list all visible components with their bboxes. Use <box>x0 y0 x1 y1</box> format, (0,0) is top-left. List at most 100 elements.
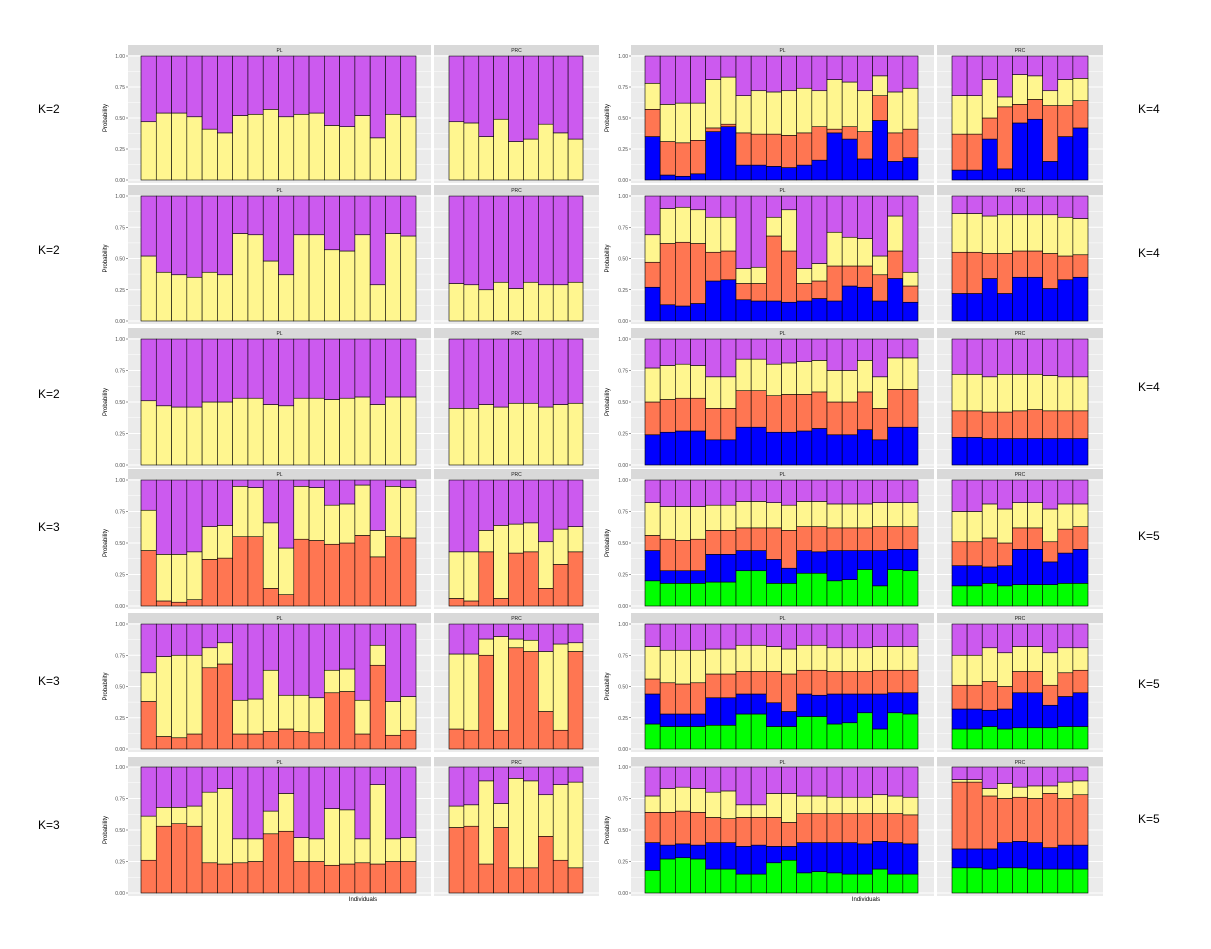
bar-segment-purple <box>217 623 233 644</box>
bar-segment-blue <box>750 550 767 572</box>
bar-segment-purple <box>493 623 509 637</box>
bar-segment-orange <box>826 128 843 134</box>
bar-segment-orange <box>262 588 279 607</box>
bar-segment-yellow <box>966 213 983 253</box>
bar-segment-green <box>690 726 706 750</box>
bar-segment-orange <box>781 673 797 712</box>
bar-segment-yellow <box>1012 214 1028 252</box>
bar-segment-purple <box>1072 55 1089 79</box>
bar-segment-blue <box>981 138 998 181</box>
bar-segment-purple <box>247 766 264 840</box>
bar-segment-yellow <box>826 231 843 267</box>
bar-segment-orange <box>247 733 264 750</box>
bar-segment-purple <box>308 195 325 236</box>
bar-segment-yellow <box>339 126 356 181</box>
bar-segment-green <box>902 713 919 750</box>
bar-segment-yellow <box>247 234 264 322</box>
bar-segment-orange <box>1072 100 1089 129</box>
bar-segment-green <box>1057 868 1074 894</box>
facet-strip-label: PL <box>276 760 282 766</box>
bar-individual-2 <box>463 766 480 894</box>
bar-segment-green <box>811 572 828 607</box>
bar-segment-yellow <box>841 236 858 267</box>
bar-individual-12 <box>308 338 325 466</box>
bar-segment-purple <box>448 338 465 409</box>
bar-segment-blue <box>811 551 828 574</box>
bar-segment-green <box>796 572 813 607</box>
bar-segment-green <box>872 868 888 894</box>
bar-segment-yellow <box>217 642 233 665</box>
bar-segment-purple <box>997 338 1013 375</box>
bar-segment-orange <box>324 692 340 750</box>
bar-segment-yellow <box>369 784 386 865</box>
y-tick-label: 0.25 <box>115 432 125 438</box>
bar-segment-green <box>981 868 998 894</box>
bar-segment-yellow <box>448 551 465 599</box>
bar-segment-purple <box>140 195 157 257</box>
bar-segment-blue <box>720 439 737 466</box>
bar-segment-green <box>981 726 998 750</box>
bar-individual-3 <box>981 338 998 466</box>
bar-segment-purple <box>339 766 356 811</box>
bar-segment-purple <box>493 195 509 283</box>
bar-individual-7 <box>735 338 752 466</box>
bar-segment-yellow <box>324 125 340 181</box>
bar-segment-orange <box>1012 796 1028 842</box>
bar-segment-green <box>826 872 843 894</box>
bar-segment-orange <box>567 867 584 894</box>
bar-individual-5 <box>201 479 218 607</box>
bar-segment-purple <box>400 623 417 697</box>
bar-segment-yellow <box>781 648 797 675</box>
bar-segment-purple <box>262 55 279 110</box>
bar-segment-orange <box>981 537 998 568</box>
bar-segment-yellow <box>155 656 172 737</box>
bar-segment-yellow <box>247 487 264 537</box>
bar-individual-17 <box>887 766 904 894</box>
bar-individual-11 <box>796 766 813 894</box>
bar-segment-yellow <box>262 260 279 322</box>
bar-segment-purple <box>1012 195 1028 216</box>
bar-segment-blue <box>796 430 813 466</box>
bar-segment-yellow <box>385 396 402 466</box>
facet-panel-PL: PL <box>631 328 934 468</box>
bar-segment-purple <box>478 195 494 291</box>
bar-segment-blue <box>644 693 661 725</box>
bar-segment-green <box>811 871 828 894</box>
bar-segment-blue <box>690 173 706 181</box>
bar-segment-orange <box>750 283 767 302</box>
bar-segment-yellow <box>659 649 676 684</box>
bar-segment-yellow <box>171 406 188 466</box>
bar-segment-orange <box>902 285 919 303</box>
bar-segment-orange <box>981 681 998 711</box>
facet-panel-PL: PL <box>128 757 431 896</box>
bar-segment-orange <box>140 701 157 750</box>
bar-segment-green <box>781 859 797 894</box>
bar-segment-blue <box>981 278 998 322</box>
bar-individual-9 <box>567 338 584 466</box>
bar-segment-purple <box>766 766 782 794</box>
y-axis-title: Probability <box>103 672 109 700</box>
bar-segment-purple <box>735 195 752 269</box>
bar-segment-blue <box>1057 279 1074 322</box>
facet-panel-PL: PL <box>128 45 431 183</box>
bar-individual-9 <box>1072 479 1089 607</box>
bar-segment-green <box>1027 584 1043 607</box>
bar-segment-orange <box>232 862 249 894</box>
facet-panel-PRC: PRC <box>937 757 1103 896</box>
bar-segment-blue <box>750 426 767 466</box>
bar-segment-purple <box>201 338 218 403</box>
bar-segment-orange <box>324 543 340 607</box>
bar-segment-yellow <box>217 525 233 559</box>
bar-segment-purple <box>155 195 172 273</box>
bar-individual-8 <box>552 55 569 181</box>
bar-segment-orange <box>523 551 539 607</box>
bar-segment-purple <box>385 479 402 487</box>
bar-segment-yellow <box>644 795 661 813</box>
bar-individual-3 <box>171 338 188 466</box>
bar-segment-yellow <box>966 654 983 686</box>
y-tick-label: 0.50 <box>618 400 628 406</box>
bar-individual-3 <box>675 195 691 322</box>
bar-individual-4 <box>997 766 1013 894</box>
bar-individual-6 <box>1027 195 1043 322</box>
